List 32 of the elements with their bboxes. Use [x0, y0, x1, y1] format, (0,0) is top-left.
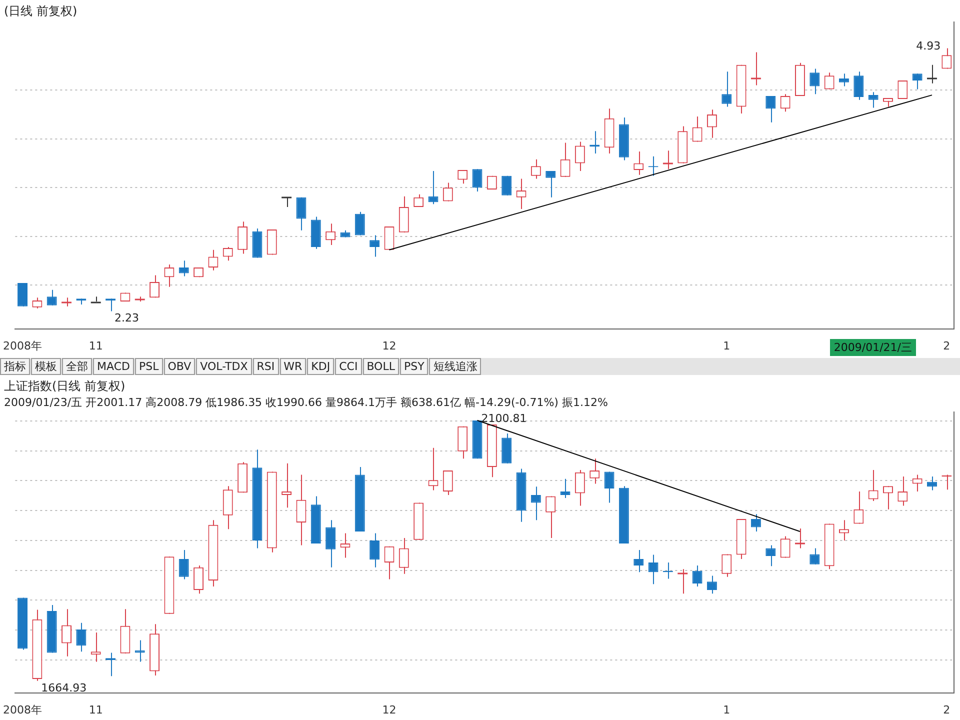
text: PSL	[134, 358, 163, 375]
x-tick-label: 2	[943, 339, 950, 352]
text: PSY	[400, 358, 428, 375]
text: CCI	[335, 358, 362, 375]
text: 短线追涨	[429, 358, 482, 375]
x-tick-label: 12	[382, 703, 396, 716]
chart-title: (日线 前复权)	[4, 3, 78, 20]
x-tick-label: 11	[88, 339, 103, 352]
x-tick-label: 11	[88, 703, 103, 716]
text: MACD	[93, 358, 134, 375]
text: 2009/01/21/三	[834, 341, 912, 354]
x-tick-label: 2008年	[3, 339, 42, 352]
text: KDJ	[307, 358, 334, 375]
text: 模板	[31, 358, 61, 375]
text: OBV	[164, 358, 196, 375]
x-tick-label: 1	[723, 703, 730, 716]
annotation: 2100.81	[481, 412, 527, 425]
x-tick-label: 2	[943, 703, 950, 716]
annotation: 4.93	[916, 40, 941, 53]
text: 指标	[0, 358, 30, 375]
annotation: 1664.93	[41, 681, 87, 694]
text: BOLL	[362, 358, 399, 375]
text: WR	[280, 358, 306, 375]
text: VOL-TDX	[196, 358, 252, 375]
x-tick-label: 2008年	[3, 703, 42, 716]
chart-subtitle: 2009/01/23/五 开2001.17 高2008.79 低1986.35 收1990.66 量9864.1万手 额638.61亿 幅-14.29(-0.71%) 振1.12%	[4, 395, 608, 410]
chart-title: 上证指数(日线 前复权)	[4, 378, 126, 395]
annotation: 2.23	[114, 312, 140, 325]
x-tick-label: 12	[382, 339, 396, 352]
text: RSI	[252, 358, 279, 375]
x-tick-label: 1	[723, 339, 730, 352]
text: 全部	[62, 358, 92, 375]
